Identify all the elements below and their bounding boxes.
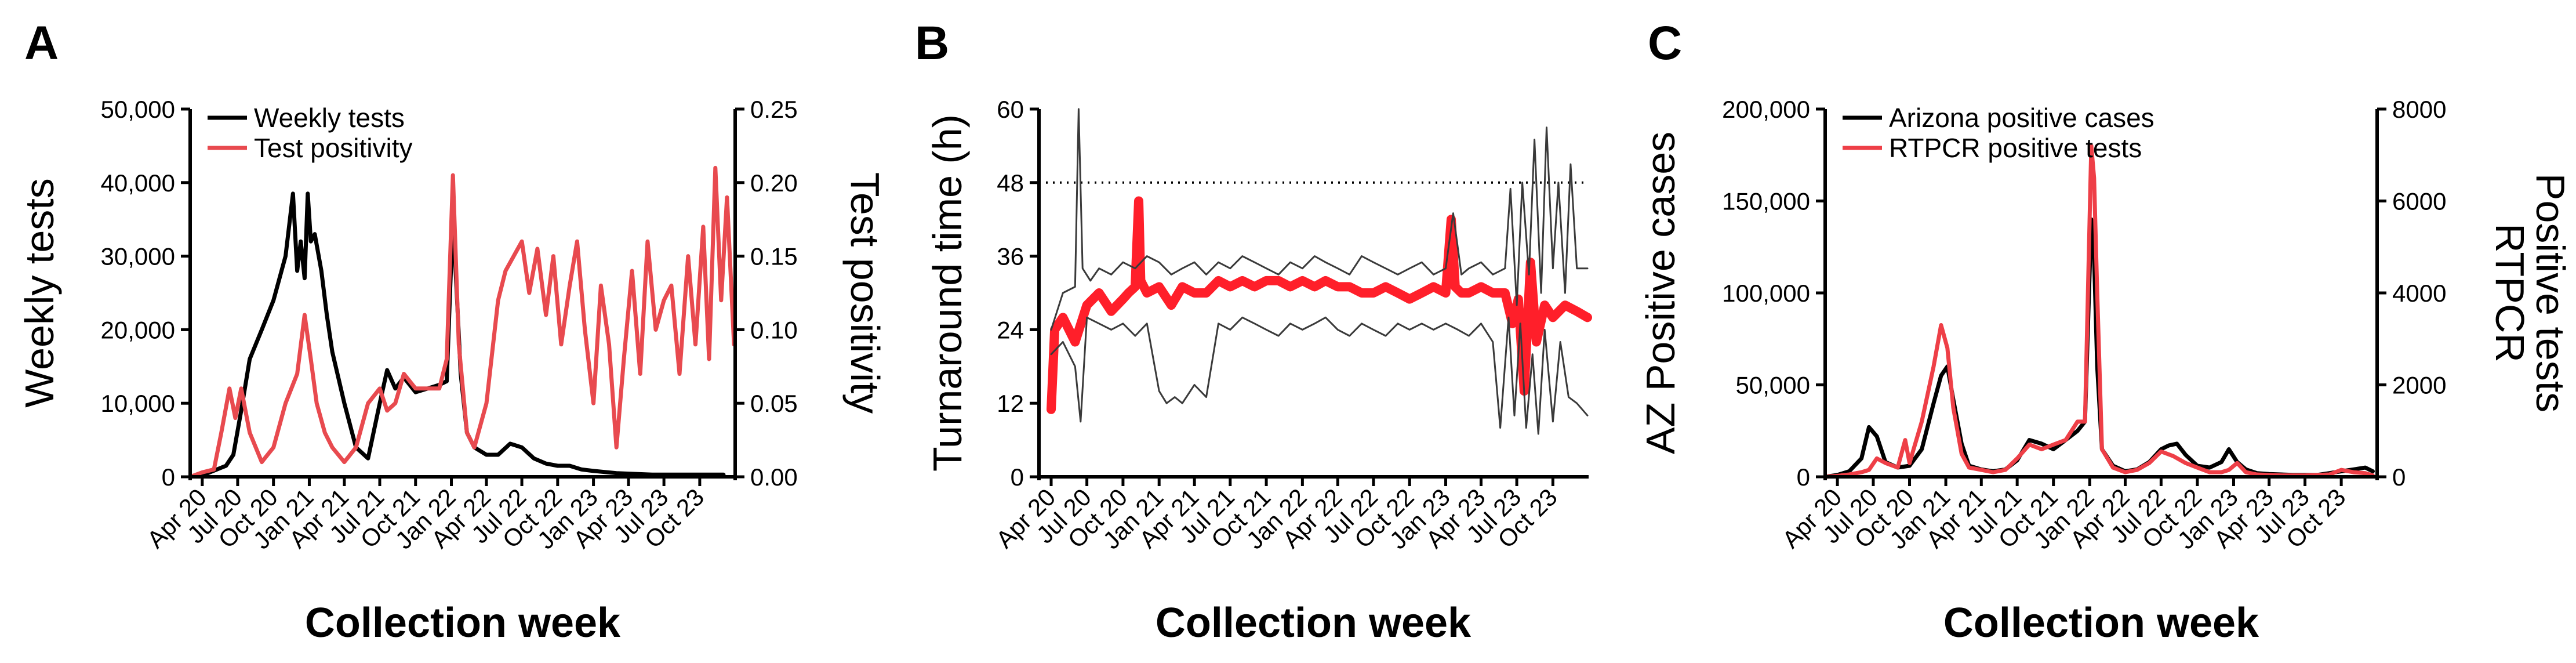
legend-label: Test positivity	[254, 133, 413, 163]
y2-axis-title-line: RTPCR	[2487, 223, 2533, 363]
y2-tick-label: 0.05	[750, 390, 798, 417]
y-tick-label: 36	[997, 243, 1024, 270]
y-axis-title: Weekly tests	[17, 178, 62, 408]
legend-label: Weekly tests	[254, 103, 405, 133]
y2-tick-label: 8000	[2392, 96, 2446, 123]
y2-tick-label: 0.25	[750, 96, 798, 123]
panel-a: A 0 10,000 20,000 30,000 40,000 50,000 0.00 0.05…	[17, 17, 888, 646]
series-line-rtpcr-positive-tests	[1823, 143, 2375, 479]
panel-letter: A	[24, 17, 59, 70]
y-tick-label: 200,000	[1722, 96, 1810, 123]
y2-tick-label: 0.00	[750, 463, 798, 491]
x-axis-title: Collection week	[1943, 600, 2259, 646]
y-tick-label: 0	[162, 463, 175, 491]
y2-axis-title-line: Positive tests	[2528, 173, 2573, 412]
series-line-3	[1050, 316, 1589, 435]
y2-tick-label: 6000	[2392, 188, 2446, 215]
x-axis-title: Collection week	[305, 600, 621, 646]
y-tick-label: 12	[997, 390, 1024, 417]
series-line-1	[1047, 196, 1592, 414]
y2-tick-label: 0.10	[750, 316, 798, 343]
y2-tick-label: 4000	[2392, 280, 2446, 307]
y-tick-label: 50,000	[101, 96, 175, 123]
panel-letter: C	[1648, 17, 1682, 70]
y-tick-label: 20,000	[101, 316, 175, 343]
x-axis-title: Collection week	[1156, 600, 1472, 646]
y-tick-label: 48	[997, 169, 1024, 197]
y2-tick-label: 2000	[2392, 372, 2446, 399]
y-axis-title: Turnaround time (h)	[925, 114, 970, 472]
panel-c: C 0 50,000 100,000 150,000 200,000 0 2000 4000 60…	[1638, 17, 2573, 646]
panel-letter: B	[915, 17, 949, 70]
y-tick-label: 150,000	[1722, 188, 1810, 215]
y-tick-label: 40,000	[101, 169, 175, 197]
y2-axis-title: Test positivity	[842, 172, 888, 414]
legend-label: Arizona positive cases	[1889, 103, 2154, 133]
y-tick-label: 24	[997, 316, 1024, 343]
series-line-2	[1050, 108, 1589, 331]
series-line-weekly-tests	[188, 191, 726, 479]
series-line-test-positivity	[188, 165, 736, 479]
y-tick-label: 50,000	[1736, 372, 1810, 399]
y-tick-label: 10,000	[101, 390, 175, 417]
y-tick-label: 0	[1011, 463, 1024, 491]
y2-tick-label: 0.20	[750, 169, 798, 197]
legend-label: RTPCR positive tests	[1889, 133, 2142, 163]
y2-tick-label: 0	[2392, 463, 2406, 491]
y-tick-label: 60	[997, 96, 1024, 123]
y-axis-title: AZ Positive cases	[1638, 132, 1683, 454]
y2-tick-label: 0.15	[750, 243, 798, 270]
y-tick-label: 100,000	[1722, 280, 1810, 307]
y-tick-label: 30,000	[101, 243, 175, 270]
y-tick-label: 0	[1797, 463, 1810, 491]
